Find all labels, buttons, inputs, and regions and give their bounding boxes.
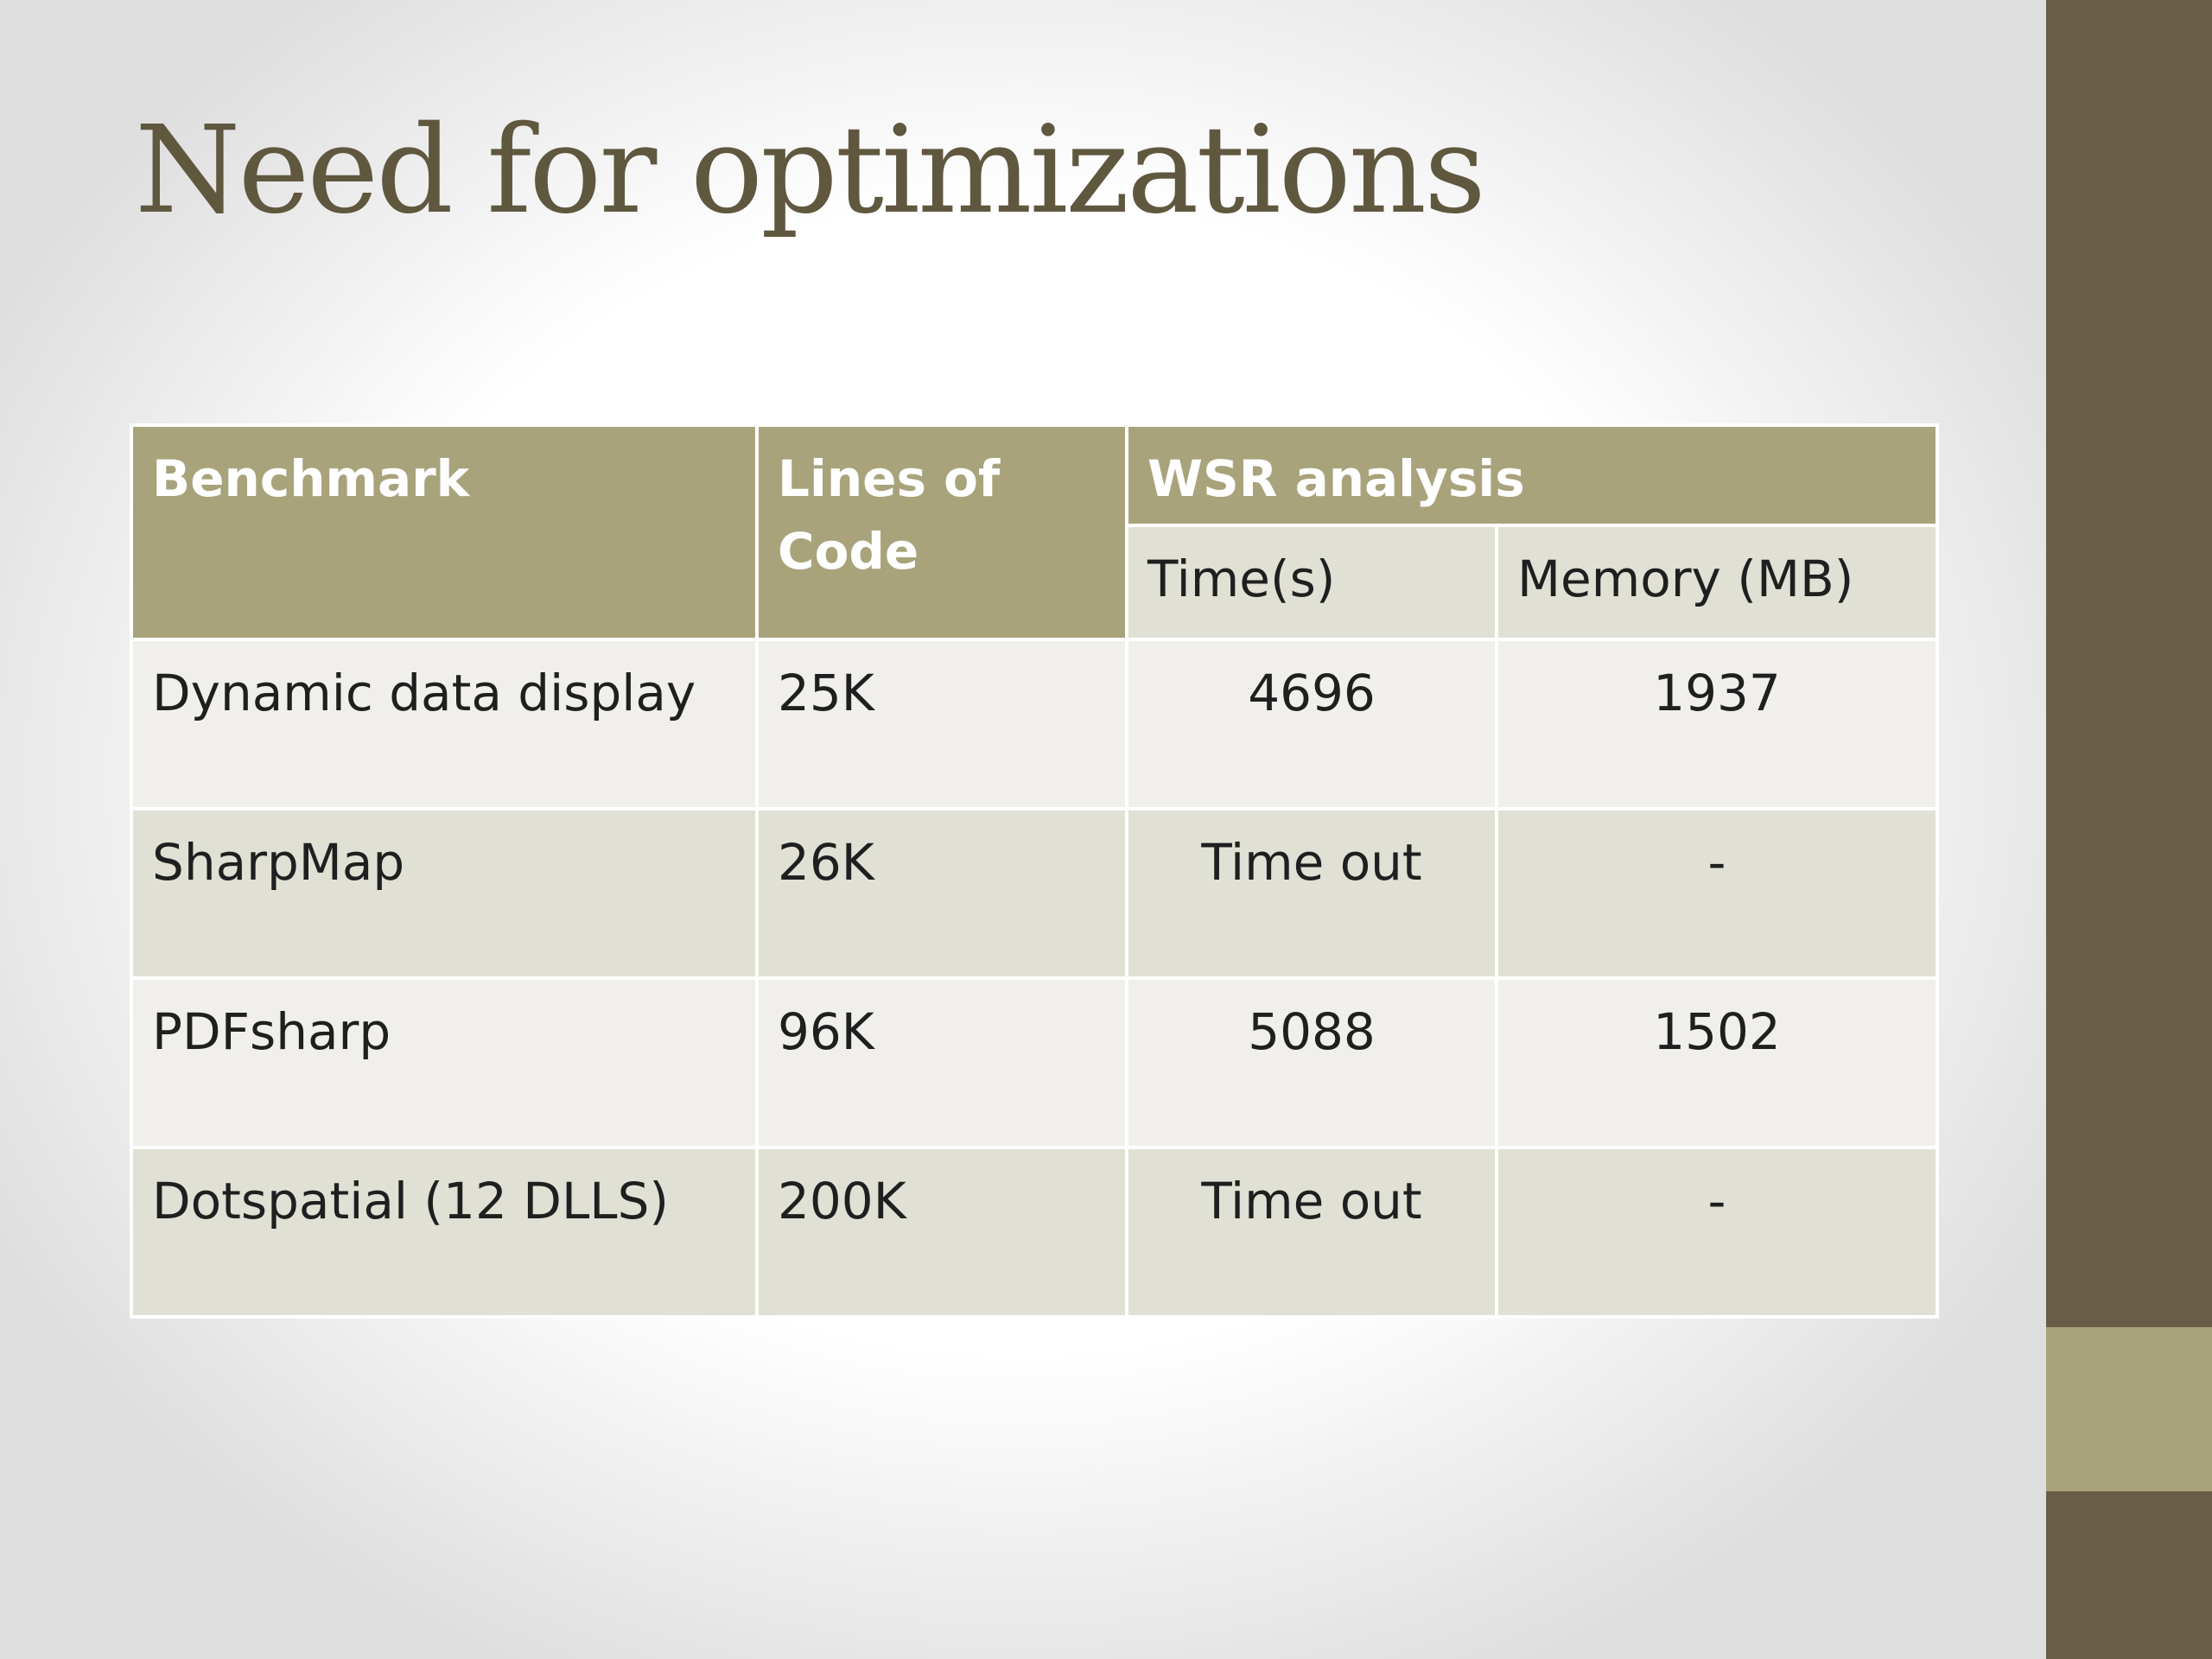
cell-lines-of-code: 96K [755, 976, 1128, 1149]
cell-benchmark: Dotspatial (12 DLLS) [130, 1146, 759, 1319]
cell-memory: 1937 [1494, 638, 1940, 810]
table-row: SharpMap 26K Time out - [130, 807, 1940, 980]
cell-lines-of-code: 26K [755, 807, 1128, 980]
table-header-row: Benchmark Lines of Code WSR analysis [130, 423, 1940, 641]
cell-memory: - [1494, 807, 1940, 980]
cell-memory: 1502 [1494, 976, 1940, 1149]
table-row: PDFsharp 96K 5088 1502 [130, 976, 1940, 1149]
header-wsr-analysis: WSR analysis [1124, 423, 1940, 527]
table-subheader-row: Time(s) Memory (MB) [131, 524, 1940, 641]
header-memory: Memory (MB) [1494, 524, 1940, 641]
benchmark-table: Benchmark Lines of Code WSR analysis Tim… [130, 423, 1940, 1319]
cell-benchmark: PDFsharp [130, 976, 759, 1149]
header-time: Time(s) [1125, 524, 1498, 641]
slide-sidebar-accent [2046, 1327, 2212, 1491]
cell-benchmark: SharpMap [130, 807, 759, 980]
cell-time: Time out [1125, 807, 1498, 980]
table-row: Dynamic data display 25K 4696 1937 [130, 638, 1940, 810]
cell-benchmark: Dynamic data display [130, 638, 759, 810]
cell-memory: - [1494, 1146, 1940, 1319]
table-row: Dotspatial (12 DLLS) 200K Time out - [130, 1146, 1940, 1319]
cell-time: 5088 [1125, 976, 1498, 1149]
cell-time: 4696 [1125, 638, 1498, 810]
header-lines-of-code: Lines of Code [755, 423, 1128, 641]
cell-lines-of-code: 200K [755, 1146, 1128, 1319]
slide-title: Need for optimizations [135, 100, 1486, 241]
cell-lines-of-code: 25K [755, 638, 1128, 810]
cell-time: Time out [1125, 1146, 1498, 1319]
header-benchmark: Benchmark [130, 423, 759, 641]
